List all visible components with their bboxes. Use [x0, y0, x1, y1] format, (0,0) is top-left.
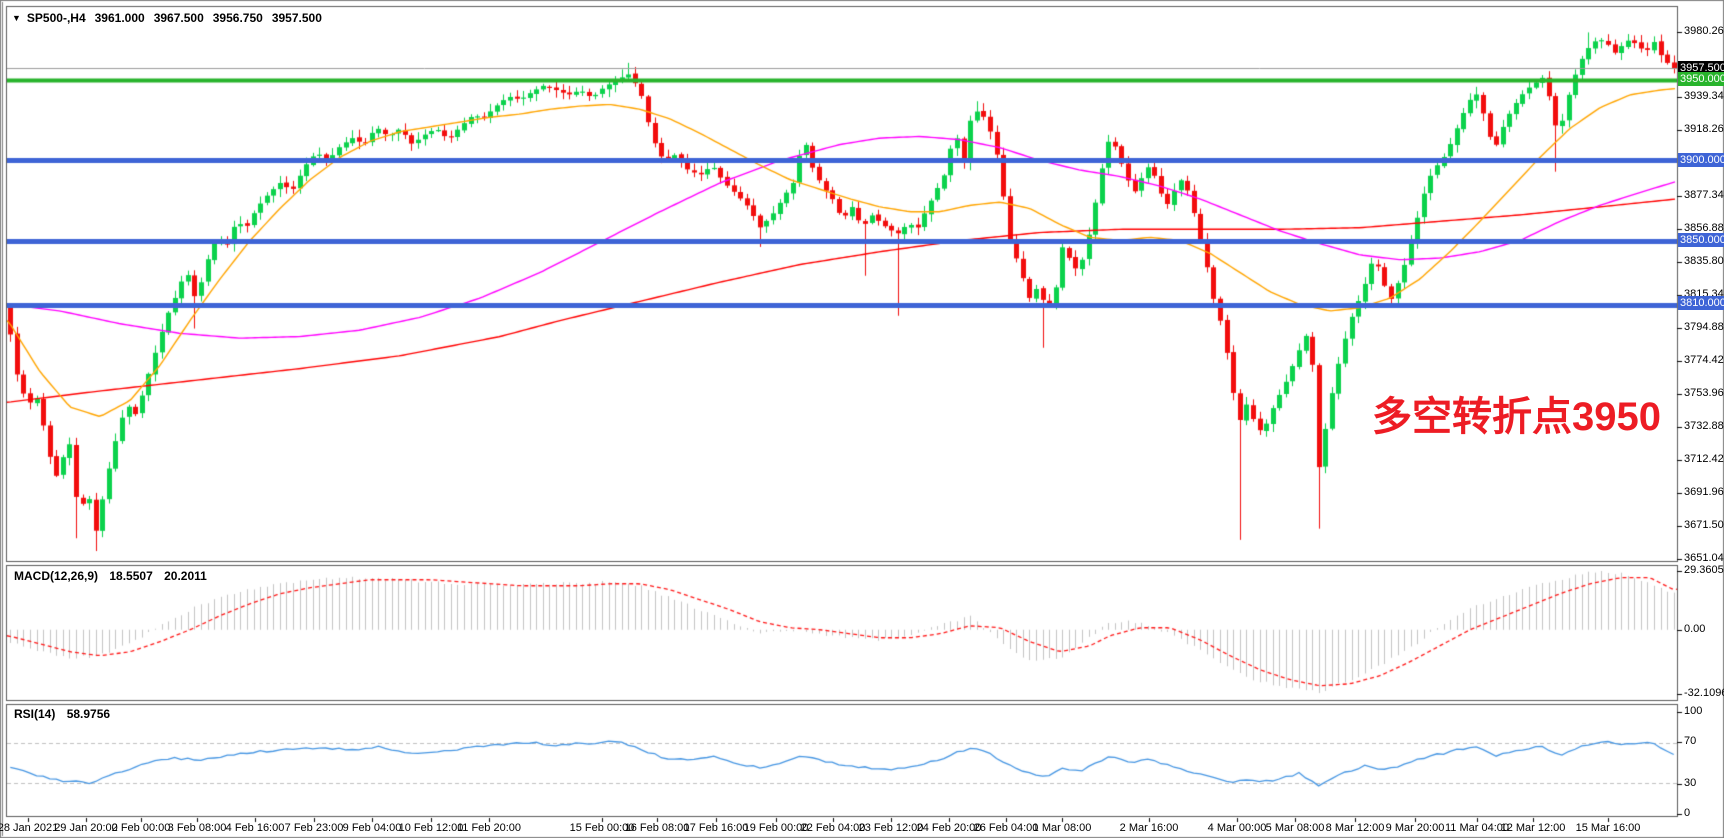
- rsi-indicator-label: RSI(14) 58.9756: [14, 707, 110, 721]
- price-scale-label: 0: [1684, 807, 1691, 819]
- ohlc-high: 3967.500: [153, 11, 204, 25]
- price-scale-label: 3691.960: [1684, 486, 1724, 498]
- price-scale-label: 3753.960: [1684, 387, 1724, 399]
- hline-price-badge: 3950.000: [1678, 72, 1724, 86]
- price-scale-label: 3939.340: [1684, 90, 1724, 102]
- trader-annotation-text: 多空转折点3950: [1372, 395, 1661, 439]
- chart-title-bar: ▼ SP500-,H4 3961.000 3967.500 3956.750 3…: [12, 10, 322, 26]
- time-axis-label: 2 Feb 00:00: [111, 822, 171, 834]
- hline-price-badge: 3850.000: [1678, 233, 1724, 247]
- time-axis-label: 23 Feb 12:00: [858, 822, 924, 834]
- macd-indicator-label: MACD(12,26,9) 18.5507 20.2011: [14, 569, 207, 583]
- price-scale-label: 3794.880: [1684, 321, 1724, 333]
- time-axis-label: 22 Feb 04:00: [800, 822, 866, 834]
- time-axis-label: 4 Feb 16:00: [225, 822, 285, 834]
- time-axis-label: 17 Feb 16:00: [683, 822, 749, 834]
- macd-signal-value: 20.2011: [164, 569, 207, 583]
- time-axis-label: 11 Feb 20:00: [456, 822, 522, 834]
- rsi-name: RSI(14): [14, 707, 56, 721]
- macd-value: 18.5507: [109, 569, 153, 583]
- time-axis-label: 1 Mar 08:00: [1032, 822, 1092, 834]
- time-axis-label: 28 Jan 2021: [0, 822, 59, 834]
- time-axis-label: 24 Feb 20:00: [916, 822, 982, 834]
- hline-price-badge: 3900.000: [1678, 153, 1724, 167]
- time-axis-label: 29 Jan 20:00: [54, 822, 118, 834]
- macd-name: MACD(12,26,9): [14, 569, 99, 583]
- time-axis-label: 15 Mar 16:00: [1575, 822, 1641, 834]
- rsi-value: 58.9756: [66, 707, 111, 721]
- time-axis-label: 3 Feb 08:00: [167, 822, 227, 834]
- price-scale-label: 3877.340: [1684, 189, 1724, 201]
- ohlc-close: 3957.500: [271, 11, 322, 25]
- time-axis-label: 10 Feb 12:00: [398, 822, 464, 834]
- time-axis-label: 9 Mar 20:00: [1385, 822, 1445, 834]
- time-axis-label: 8 Mar 12:00: [1325, 822, 1385, 834]
- price-scale-label: 100: [1684, 705, 1703, 717]
- price-scale-label: 3712.420: [1684, 453, 1724, 465]
- ohlc-open: 3961.000: [94, 11, 145, 25]
- price-scale-label: 3918.260: [1684, 123, 1724, 135]
- price-scale-label: -32.1096: [1684, 687, 1724, 699]
- time-axis-label: 19 Feb 00:00: [743, 822, 809, 834]
- time-axis-label: 26 Feb 04:00: [973, 822, 1039, 834]
- time-axis-label: 16 Feb 08:00: [624, 822, 690, 834]
- time-axis-label: 9 Feb 04:00: [342, 822, 402, 834]
- price-scale-label: 3980.260: [1684, 25, 1724, 37]
- price-scale-label: 3651.040: [1684, 552, 1724, 564]
- time-axis-label: 7 Feb 23:00: [284, 822, 344, 834]
- time-axis-label: 15 Feb 00:00: [569, 822, 635, 834]
- price-scale-label: 29.3605: [1684, 564, 1724, 576]
- time-axis-label: 2 Mar 16:00: [1119, 822, 1179, 834]
- time-axis-label: 4 Mar 00:00: [1207, 822, 1267, 834]
- price-scale-label: 3671.500: [1684, 519, 1724, 531]
- price-scale-label: 3774.420: [1684, 354, 1724, 366]
- symbol-dropdown-icon[interactable]: ▼: [12, 13, 21, 23]
- price-scale-label: 70: [1684, 735, 1697, 747]
- price-scale-label: 3732.880: [1684, 420, 1724, 432]
- time-axis-label: 11 Mar 04:00: [1444, 822, 1510, 834]
- price-scale-label: 30: [1684, 777, 1697, 789]
- time-axis-label: 5 Mar 08:00: [1265, 822, 1325, 834]
- hline-price-badge: 3810.000: [1678, 296, 1724, 310]
- time-axis-label: 12 Mar 12:00: [1500, 822, 1566, 834]
- price-scale-label: 3856.880: [1684, 222, 1724, 234]
- price-scale-label: 0.00: [1684, 623, 1706, 635]
- price-scale-label: 3835.800: [1684, 255, 1724, 267]
- symbol-period-label: SP500-,H4: [26, 11, 86, 25]
- current-price-badge: 3957.500: [1678, 61, 1724, 75]
- ohlc-low: 3956.750: [212, 11, 263, 25]
